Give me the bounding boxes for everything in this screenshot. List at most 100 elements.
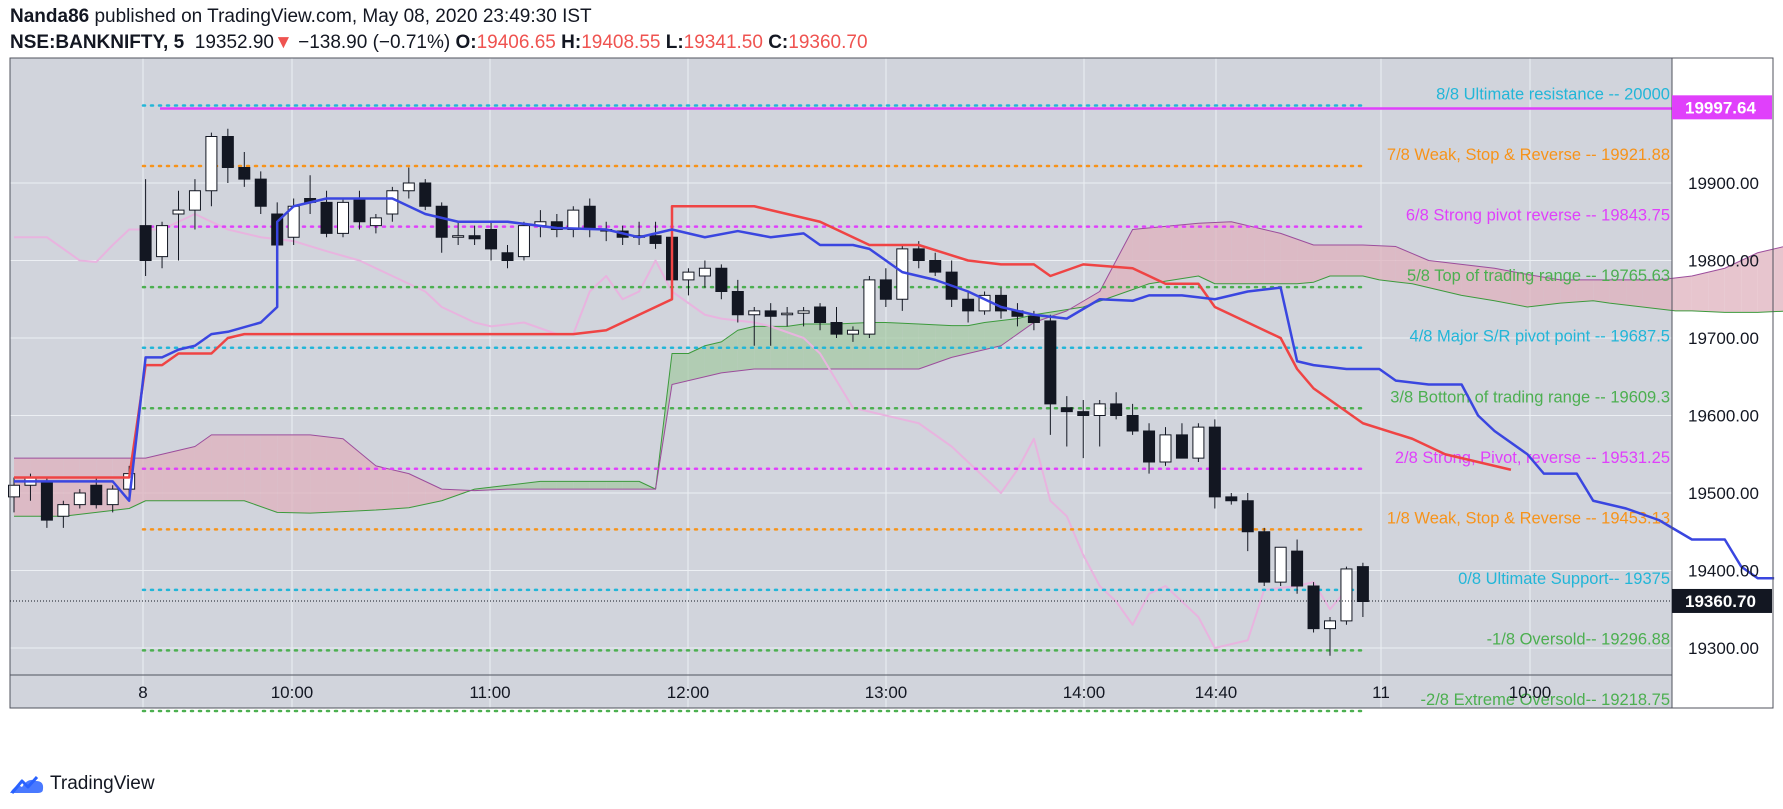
cloud-segment (1626, 279, 1643, 307)
cloud-segment (902, 323, 919, 369)
candle-body-down (1143, 430, 1156, 463)
candle-body-up (797, 310, 810, 314)
cloud-segment (1297, 239, 1314, 284)
symbol-name: NSE:BANKNIFTY, 5 (10, 32, 185, 53)
candle-body-up (8, 484, 20, 498)
cloud-segment (293, 434, 311, 514)
cloud-segment (491, 485, 508, 490)
cloud-segment (359, 452, 376, 511)
cloud-segment (885, 322, 903, 369)
cloud-segment (1330, 245, 1347, 276)
cloud-segment (178, 446, 195, 501)
candle-body-up (698, 267, 711, 277)
senkou-span-b-line (14, 221, 1783, 492)
murrey-level-label: -2/8 Extreme Oversold-- 19218.75 (1421, 691, 1670, 709)
tradingview-brand: TradingView (50, 773, 155, 794)
cloud-segment (606, 481, 623, 490)
murrey-level-label: 7/8 Weak, Stop & Reverse -- 19921.88 (1387, 146, 1670, 164)
time-tick-label: 12:00 (667, 683, 710, 702)
cloud-segment (787, 324, 804, 369)
candle-body-down (550, 221, 563, 230)
cloud-segment (1576, 279, 1594, 302)
candle-body-down (1126, 415, 1139, 432)
candle-body-down (1077, 411, 1090, 416)
price-tick-label: 19500.00 (1688, 484, 1759, 503)
cloud-segment (951, 325, 969, 358)
cloud-segment (672, 353, 689, 385)
author-name: Nanda86 (10, 6, 90, 27)
candle-body-down (1241, 500, 1254, 533)
candle-body-up (337, 201, 349, 234)
cloud-segment (704, 341, 722, 377)
candle-body-down (353, 198, 366, 223)
cloud-segment (1659, 277, 1676, 311)
murrey-levels: 8/8 Ultimate resistance -- 20000 7/8 Weak… (141, 86, 1672, 713)
cloud-segment (507, 483, 524, 490)
price-tick-label: 19900.00 (1688, 174, 1759, 193)
candle-body-down (879, 279, 892, 300)
candle-body-down (1175, 434, 1188, 459)
cloud-segment (1461, 264, 1479, 299)
cloud-segment (310, 434, 327, 514)
candle-body-up (73, 492, 86, 506)
cloud-segment (573, 481, 590, 490)
candle-body-down (485, 229, 498, 250)
time-tick-label: 13:00 (865, 683, 908, 702)
cloud-segment (1165, 224, 1182, 282)
cloud-segment (1313, 245, 1330, 283)
candles (8, 128, 1369, 656)
candle-body-down (1291, 550, 1304, 587)
cloud-segment (277, 434, 294, 513)
candle-body-up (1340, 568, 1353, 622)
candle-body-down (139, 225, 152, 261)
candle-body-down (1307, 585, 1320, 630)
candle-body-up (846, 329, 859, 335)
candle-body-up (567, 209, 580, 230)
murrey-level-label: 1/8 Weak, Stop & Reverse -- 19453.13 (1387, 509, 1670, 527)
candle-body-down (814, 306, 827, 323)
cloud-segment (1280, 233, 1298, 284)
cloud-segment (754, 326, 771, 369)
cloud-segment (1412, 253, 1429, 288)
candle-body-up (188, 190, 201, 211)
cloud-segment (1741, 252, 1758, 313)
candle-body-up (781, 312, 794, 316)
candle-body-up (748, 310, 761, 316)
candle-body-up (517, 225, 530, 258)
cloud-segment (194, 434, 212, 501)
cloud-segment (1099, 260, 1117, 302)
cloud-segment (622, 481, 640, 490)
cloud-segment (1774, 246, 1783, 312)
price-label-box (1672, 95, 1772, 120)
murrey-level-label: 4/8 Major S/R pivot point -- 19687.5 (1410, 328, 1670, 346)
murrey-level-label: 5/8 Top of trading range -- 19765.63 (1407, 267, 1670, 285)
cloud-segment (1445, 262, 1462, 296)
cloud-segment (343, 438, 360, 512)
close-value: 19360.70 (788, 32, 868, 53)
time-tick-label: 11 (1372, 683, 1390, 702)
candle-body-down (468, 235, 481, 240)
cloud-segment (1494, 268, 1511, 304)
cloud-segment (1181, 223, 1199, 279)
cloud-segment (836, 323, 853, 369)
price-label-box (1672, 588, 1772, 613)
time-tick-label: 11:00 (469, 683, 510, 702)
candle-body-down (1044, 320, 1057, 405)
cloud-segment (375, 465, 393, 511)
cloud-segment (1149, 226, 1166, 284)
candle-body-down (1110, 403, 1123, 416)
symbol-info: NSE:BANKNIFTY, 5 19352.90▼ −138.90 (−0.7… (10, 32, 868, 54)
price-tick-label: 19700.00 (1688, 329, 1759, 348)
cloud-segment (984, 320, 1001, 350)
cloud-segment (1691, 272, 1709, 312)
candle-body-up (682, 271, 695, 281)
candle-body-down (1027, 315, 1040, 323)
murrey-level-label: 3/8 Bottom of trading range -- 19609.3 (1390, 388, 1670, 406)
candle-body-down (254, 178, 267, 207)
price-tick-label: 19800.00 (1688, 252, 1759, 271)
candle-body-down (929, 260, 942, 273)
ichimoku-cloud (14, 221, 1783, 517)
cloud-segment (1708, 268, 1725, 313)
cloud-segment (227, 434, 245, 501)
